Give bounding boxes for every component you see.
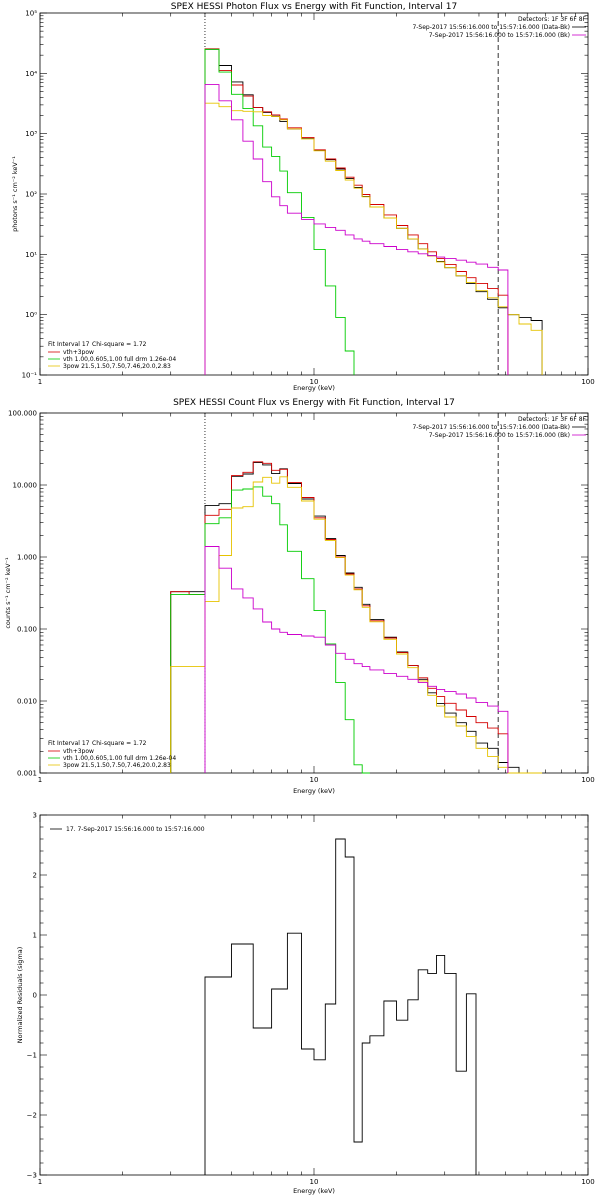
count-range-markers — [204, 413, 499, 773]
photon-series-data — [204, 48, 543, 375]
y-tick-label: 10⁵ — [25, 10, 37, 18]
photon-legend-pow: 3pow 21.5,1.50,7.50,7.46,20.0,2.83 — [63, 363, 171, 370]
photon-frame — [39, 12, 589, 376]
y-tick-label: 3 — [33, 812, 37, 820]
y-tick-label: −3 — [27, 1172, 37, 1180]
photon-fit-interval: Fit Interval 17 — [48, 341, 90, 348]
count-series-total — [170, 461, 509, 773]
count-ylabel: counts s⁻¹ cm⁻² keV⁻¹ — [4, 557, 12, 629]
y-tick-label: 0.100 — [17, 626, 37, 634]
count-series-vth — [170, 486, 370, 774]
count-plot: 1 10 1000.0010.0100.1001.00010.000100.000 … — [4, 410, 595, 796]
photon-ylabel: photons s⁻¹ cm⁻² keV⁻¹ — [11, 156, 19, 232]
y-tick-label: 10² — [25, 191, 37, 199]
photon-legend-total: vth+3pow — [63, 349, 94, 356]
x-tick-label: 1 — [38, 1178, 42, 1186]
residual-xlabel: Energy (keV) — [293, 1187, 335, 1195]
y-tick-label: 1 — [33, 932, 37, 940]
y-tick-label: −2 — [27, 1112, 37, 1120]
y-tick-label: 10¹ — [25, 251, 37, 259]
photon-axis-ticks: 1 10 100 10⁻¹ 10⁰ 10¹ 10² 10³ 10⁴ 10⁵ — [22, 10, 595, 387]
residual-legend: 17. 7-Sep-2017 15:56:16.000 to 15:57:16.… — [66, 826, 205, 833]
photon-header-line1: 7-Sep-2017 15:56:16.000 to 15:57:16.000 … — [412, 24, 570, 31]
photon-range-markers — [204, 13, 499, 375]
x-tick-label: 100 — [581, 1178, 594, 1186]
y-tick-label: −1 — [27, 1052, 37, 1060]
count-header-line1: 7-Sep-2017 15:56:16.000 to 15:57:16.000 … — [412, 424, 570, 431]
residual-ylabel: Normalized Residuals (sigma) — [16, 947, 24, 1044]
y-tick-label: 10.000 — [13, 482, 38, 490]
photon-legend-vth: vth 1.00,0.605,1.00 full drm 1.26e-04 — [63, 356, 176, 363]
y-tick-label: 10⁰ — [25, 311, 37, 319]
count-series — [170, 461, 543, 774]
count-series-pow — [170, 476, 543, 774]
photon-title: SPEX HESSI Photon Flux vs Energy with Fi… — [171, 2, 457, 12]
y-tick-label: 0 — [33, 992, 37, 1000]
photon-detectors: Detectors: 1F 3F 6F 8F — [518, 16, 587, 23]
y-tick-label: 10³ — [25, 130, 37, 138]
residual-axis-ticks: 1 10 100 −3 −2 −1 0 1 2 3 — [27, 812, 595, 1187]
x-tick-label: 100 — [581, 776, 594, 784]
photon-series-total — [204, 48, 509, 375]
y-tick-label: 10⁻¹ — [22, 372, 38, 380]
photon-xlabel: Energy (keV) — [293, 384, 335, 392]
photon-series — [204, 48, 543, 375]
photon-fit-chi: Chi-square = 1.72 — [92, 341, 147, 348]
count-legend-pow: 3pow 21.5,1.50,7.50,7.46,20.0,2.83 — [63, 762, 171, 769]
photon-series-vth — [204, 48, 355, 375]
residual-series — [204, 838, 477, 1175]
count-fit-interval: Fit Interval 17 — [48, 740, 90, 747]
photon-series-pow — [204, 102, 543, 375]
x-tick-label: 1 — [38, 378, 42, 386]
y-tick-label: 10⁴ — [25, 70, 37, 78]
count-legend-total: vth+3pow — [63, 748, 94, 755]
count-series-bk — [204, 546, 509, 773]
residual-plot: 1 10 100 −3 −2 −1 0 1 2 3 17. 7-Sep-2017 15:56:16… — [16, 812, 595, 1196]
count-detectors: Detectors: 1F 3F 6F 8F — [518, 416, 587, 423]
count-fit-chi: Chi-square = 1.72 — [92, 740, 147, 747]
x-tick-label: 10 — [310, 1178, 319, 1186]
y-tick-label: 2 — [33, 872, 37, 880]
residual-frame — [39, 814, 589, 1176]
y-tick-label: 1.000 — [17, 554, 37, 562]
count-header-line2: 7-Sep-2017 15:56:16.000 to 15:57:16.000 … — [429, 432, 570, 439]
count-series-data — [170, 462, 532, 774]
count-title: SPEX HESSI Count Flux vs Energy with Fit… — [173, 398, 455, 408]
x-tick-label: 10 — [310, 776, 319, 784]
residual-series-data — [204, 838, 477, 1175]
photon-series-bk — [204, 84, 509, 375]
count-axis-ticks: 1 10 100 0.001 0.010 0.100 1.000 10.000 100.000 — [8, 410, 595, 785]
count-legend-vth: vth 1.00,0.605,1.00 full drm 1.26e-04 — [63, 755, 176, 762]
x-tick-label: 1 — [38, 776, 42, 784]
y-tick-label: 100.000 — [8, 410, 37, 418]
y-tick-label: 0.001 — [17, 770, 37, 778]
y-tick-label: 0.010 — [17, 698, 37, 706]
photon-header-line2: 7-Sep-2017 15:56:16.000 to 15:57:16.000 … — [429, 32, 570, 39]
x-tick-label: 100 — [581, 378, 594, 386]
x-tick-label: 10 — [310, 378, 319, 386]
photon-plot: 1 10 100 10⁻¹ 10⁰ 10¹ 10² 10³ 10⁴ 10⁵ Detectors: … — [11, 10, 595, 393]
count-xlabel: Energy (keV) — [293, 787, 335, 795]
